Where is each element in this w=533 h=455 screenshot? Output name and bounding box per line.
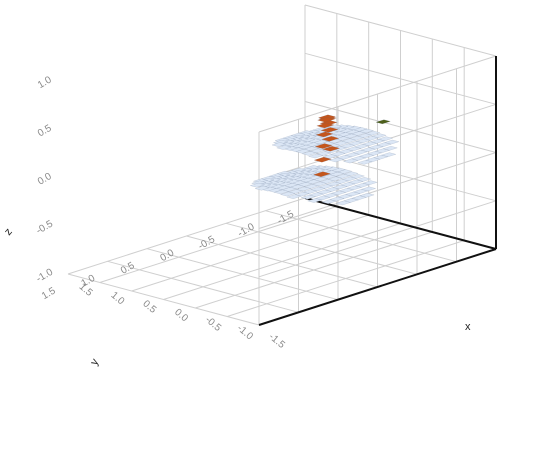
z-axis-label: z [2,226,15,238]
blue-voxel [286,194,303,200]
y-tick-label: 0.5 [119,260,137,277]
x-axis-line [304,197,497,250]
x-tick-label: -0.5 [203,314,224,334]
wall-grid-line [258,200,497,278]
orange-voxel [312,171,332,177]
wall-grid-line [258,152,497,229]
tick-labels: -1.5-1.0-0.50.00.51.01.5 1.5 1.0 0.5 0.0 -0.5… [35,74,297,351]
blue-voxel [271,142,288,147]
blue-voxel [306,198,323,203]
orange-voxel [319,127,340,133]
wall-grid-line [304,52,497,105]
z-tick-label: 0.0 [36,171,54,188]
wall-grid-line [258,55,497,133]
floor-grid-line [99,206,337,283]
blue-voxel [335,200,352,206]
blue-voxel [307,153,324,159]
orange-voxel [313,156,333,163]
orange-voxel [320,136,340,142]
y-tick-label: -1.5 [276,209,297,227]
floor-grid-line [67,273,260,326]
blue-voxel [342,158,359,164]
y-tick-label: -0.5 [197,234,218,252]
blue-voxel [249,182,266,188]
wall-grid-line [304,4,497,57]
blue-voxel [300,194,317,200]
wall-grid-line [304,101,497,153]
x-tick-label: -1.5 [266,331,287,351]
orange-voxel [321,145,341,152]
blue-voxel [322,154,339,159]
floor-grid-line [67,197,306,275]
y-tick-label: -1.0 [236,221,257,239]
voxel-layer [249,114,400,206]
orange-voxel [315,131,334,138]
blue-voxel [328,157,345,163]
blue-voxel [275,145,292,150]
y-tick-label: 0.0 [158,247,176,264]
y-tick-label: 1.5 [40,285,58,302]
blue-voxel [321,199,337,204]
x-tick-label: 0.0 [172,307,190,325]
x-tick-label: -1.0 [235,323,256,343]
blue-voxel [279,191,296,197]
x-tick-label: 1.0 [109,290,127,308]
x-tick-label: 0.5 [140,298,158,316]
orange-voxel [315,122,335,129]
z-tick-label: -0.5 [35,218,56,236]
blue-voxel [301,151,318,156]
x-axis-label: x [465,321,471,333]
z-tick-label: -1.0 [35,267,56,285]
floor-grid-line [107,260,299,313]
orange-voxel [314,143,334,149]
green-voxel [375,119,392,125]
blue-voxel [356,159,373,165]
grid-lines [67,4,497,326]
axis-lines [258,56,497,326]
y-axis-label: y [88,356,101,367]
orange-voxel [316,116,336,123]
y-axis-line [258,248,497,326]
z-tick-label: 0.5 [36,123,54,140]
z-tick-label: 1.0 [36,74,54,91]
blue-voxel [254,185,271,191]
floor-grid-line [146,248,339,301]
